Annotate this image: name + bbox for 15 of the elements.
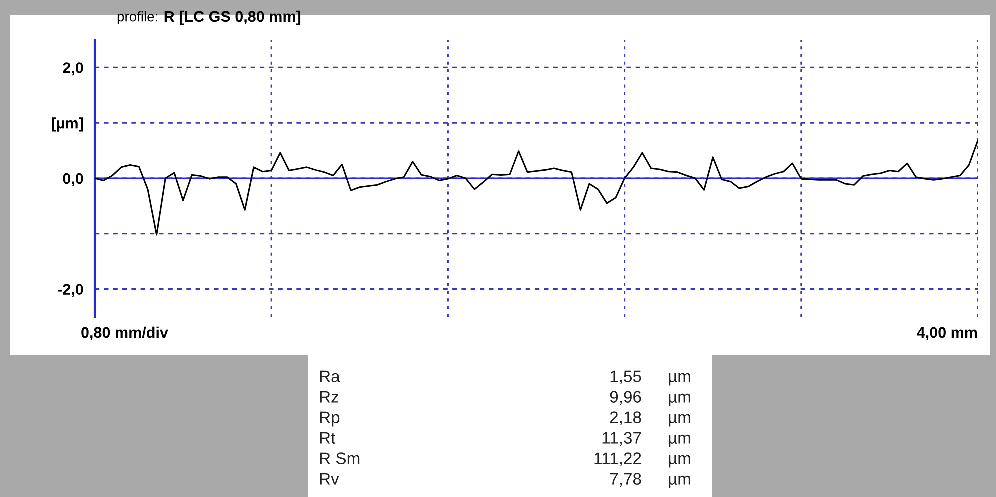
text: R Sm 111,22 µm [320,452,690,468]
chart-subtitle: profile: [118,12,158,24]
text: 4,00 mm [917,327,978,340]
text: Rt 11,37 µm [320,432,690,448]
y-tick-label: 2,0 [63,62,84,76]
text: Rp 2,18 µm [320,412,690,427]
y-tick-label: [µm] [52,118,84,132]
y-tick-label: -2,0 [58,284,84,298]
line-series [95,140,978,236]
text: Ra 1,55 µm [320,370,690,386]
text: 0,80 mm/div [82,326,168,340]
text: Rz 9,96 µm [320,391,690,406]
y-tick-label: 0,0 [63,173,84,186]
text: Rv 7,78 µm [320,473,690,488]
chart-title: R [LC GS 0,80 mm] [164,10,301,26]
